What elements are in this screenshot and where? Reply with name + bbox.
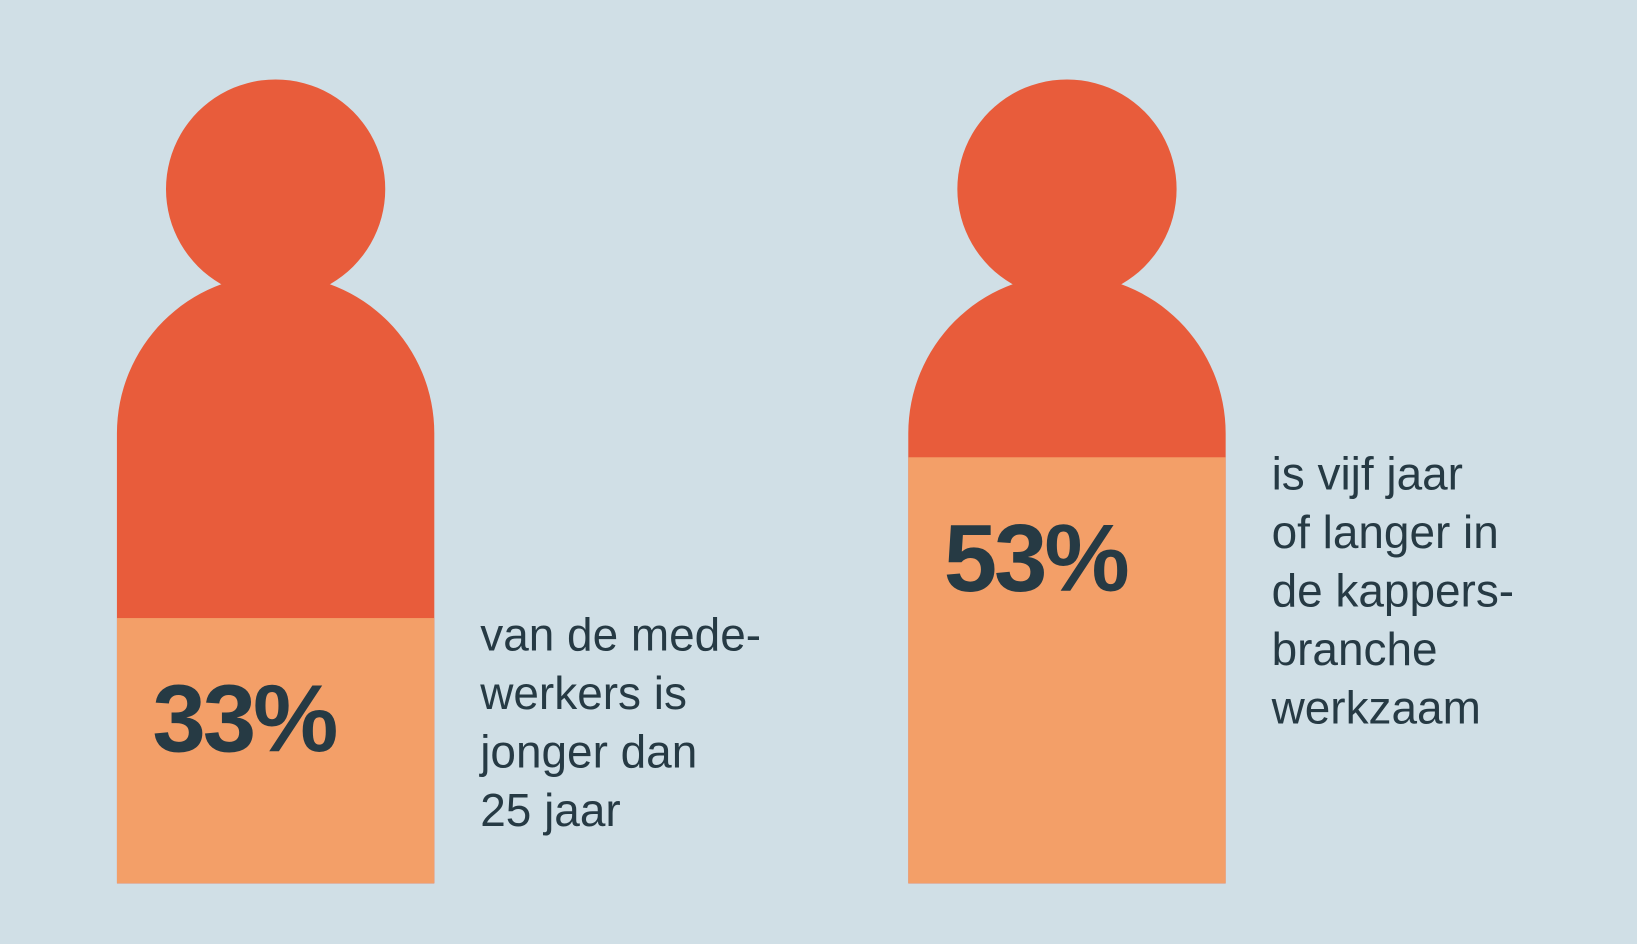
figure: 33% van de mede-werkers is jonger dan 25 ja… xyxy=(116,79,761,884)
description-line: de kappers- xyxy=(1272,565,1515,617)
description-line: is vijf jaar xyxy=(1272,448,1463,500)
fill-level xyxy=(116,618,435,884)
description-line: branche xyxy=(1272,623,1438,675)
fill-level xyxy=(908,457,1226,884)
value-label: 33% xyxy=(152,666,336,773)
description-line: werkzaam xyxy=(1271,682,1481,734)
description-line: of langer in xyxy=(1272,506,1499,558)
figure: 53% is vijf jaar of langer in de kappers-br… xyxy=(908,79,1515,884)
description-line: 25 jaar xyxy=(480,784,620,836)
description-line: werkers is xyxy=(479,667,687,719)
description-line: jonger dan xyxy=(478,725,697,777)
description-line: van de mede- xyxy=(480,608,761,660)
value-label: 53% xyxy=(944,505,1128,612)
